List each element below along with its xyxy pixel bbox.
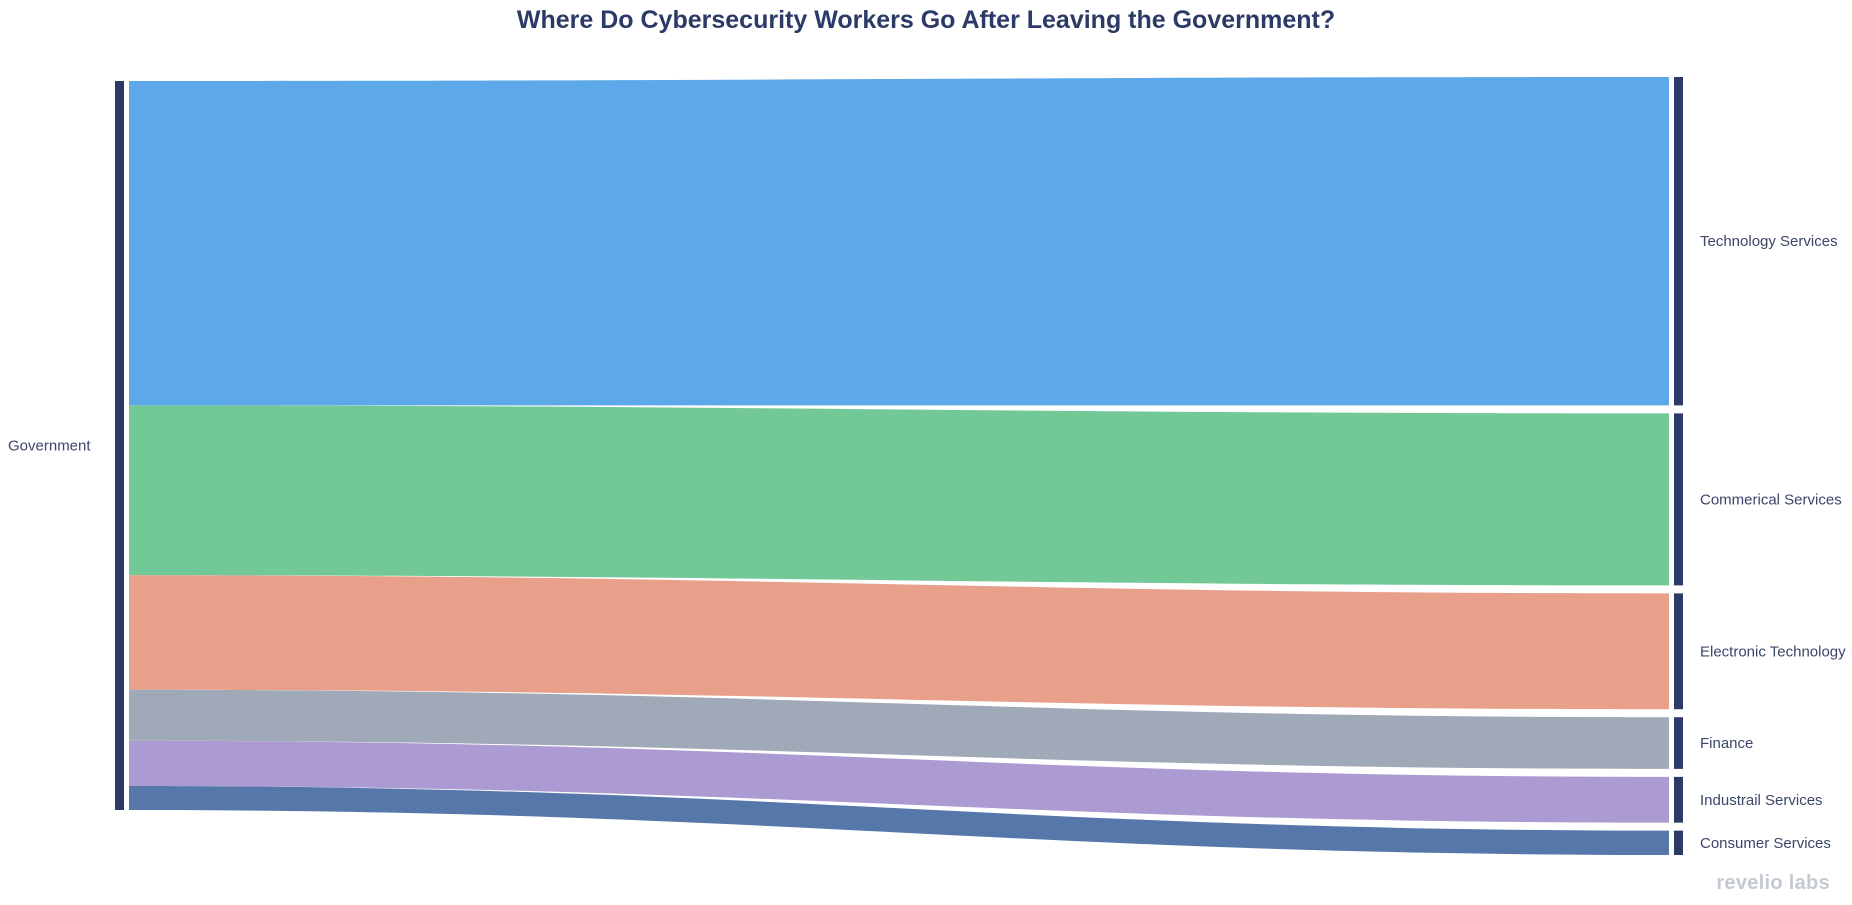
node-technology-services xyxy=(1674,77,1683,406)
node-consumer-services xyxy=(1674,830,1683,855)
node-finance xyxy=(1674,717,1683,769)
node-label-consumer-services: Consumer Services xyxy=(1700,835,1831,852)
node-label-government: Government xyxy=(8,438,91,455)
revelio-labs-logo: revelio labs xyxy=(1716,872,1830,894)
link-electronic-technology xyxy=(129,575,1669,710)
link-finance xyxy=(129,689,1669,769)
link-technology-services xyxy=(129,77,1669,406)
node-label-commerical-services: Commerical Services xyxy=(1700,491,1842,508)
node-government xyxy=(115,81,124,810)
link-consumer-services xyxy=(129,785,1669,855)
sankey-links xyxy=(129,77,1669,855)
node-label-industrail-services: Industrail Services xyxy=(1700,792,1823,809)
node-label-technology-services: Technology Services xyxy=(1700,233,1838,250)
link-commerical-services xyxy=(129,405,1669,586)
node-industrail-services xyxy=(1674,776,1683,823)
link-industrail-services xyxy=(129,740,1669,823)
node-label-electronic-technology: Electronic Technology xyxy=(1700,643,1846,660)
sankey-labels: Government Technology Services Commerical … xyxy=(8,233,1846,852)
node-electronic-technology xyxy=(1674,593,1683,710)
node-label-finance: Finance xyxy=(1700,735,1753,752)
node-commerical-services xyxy=(1674,413,1683,586)
sankey-nodes xyxy=(115,77,1683,855)
chart-title: Where Do Cybersecurity Workers Go After … xyxy=(516,6,1336,34)
